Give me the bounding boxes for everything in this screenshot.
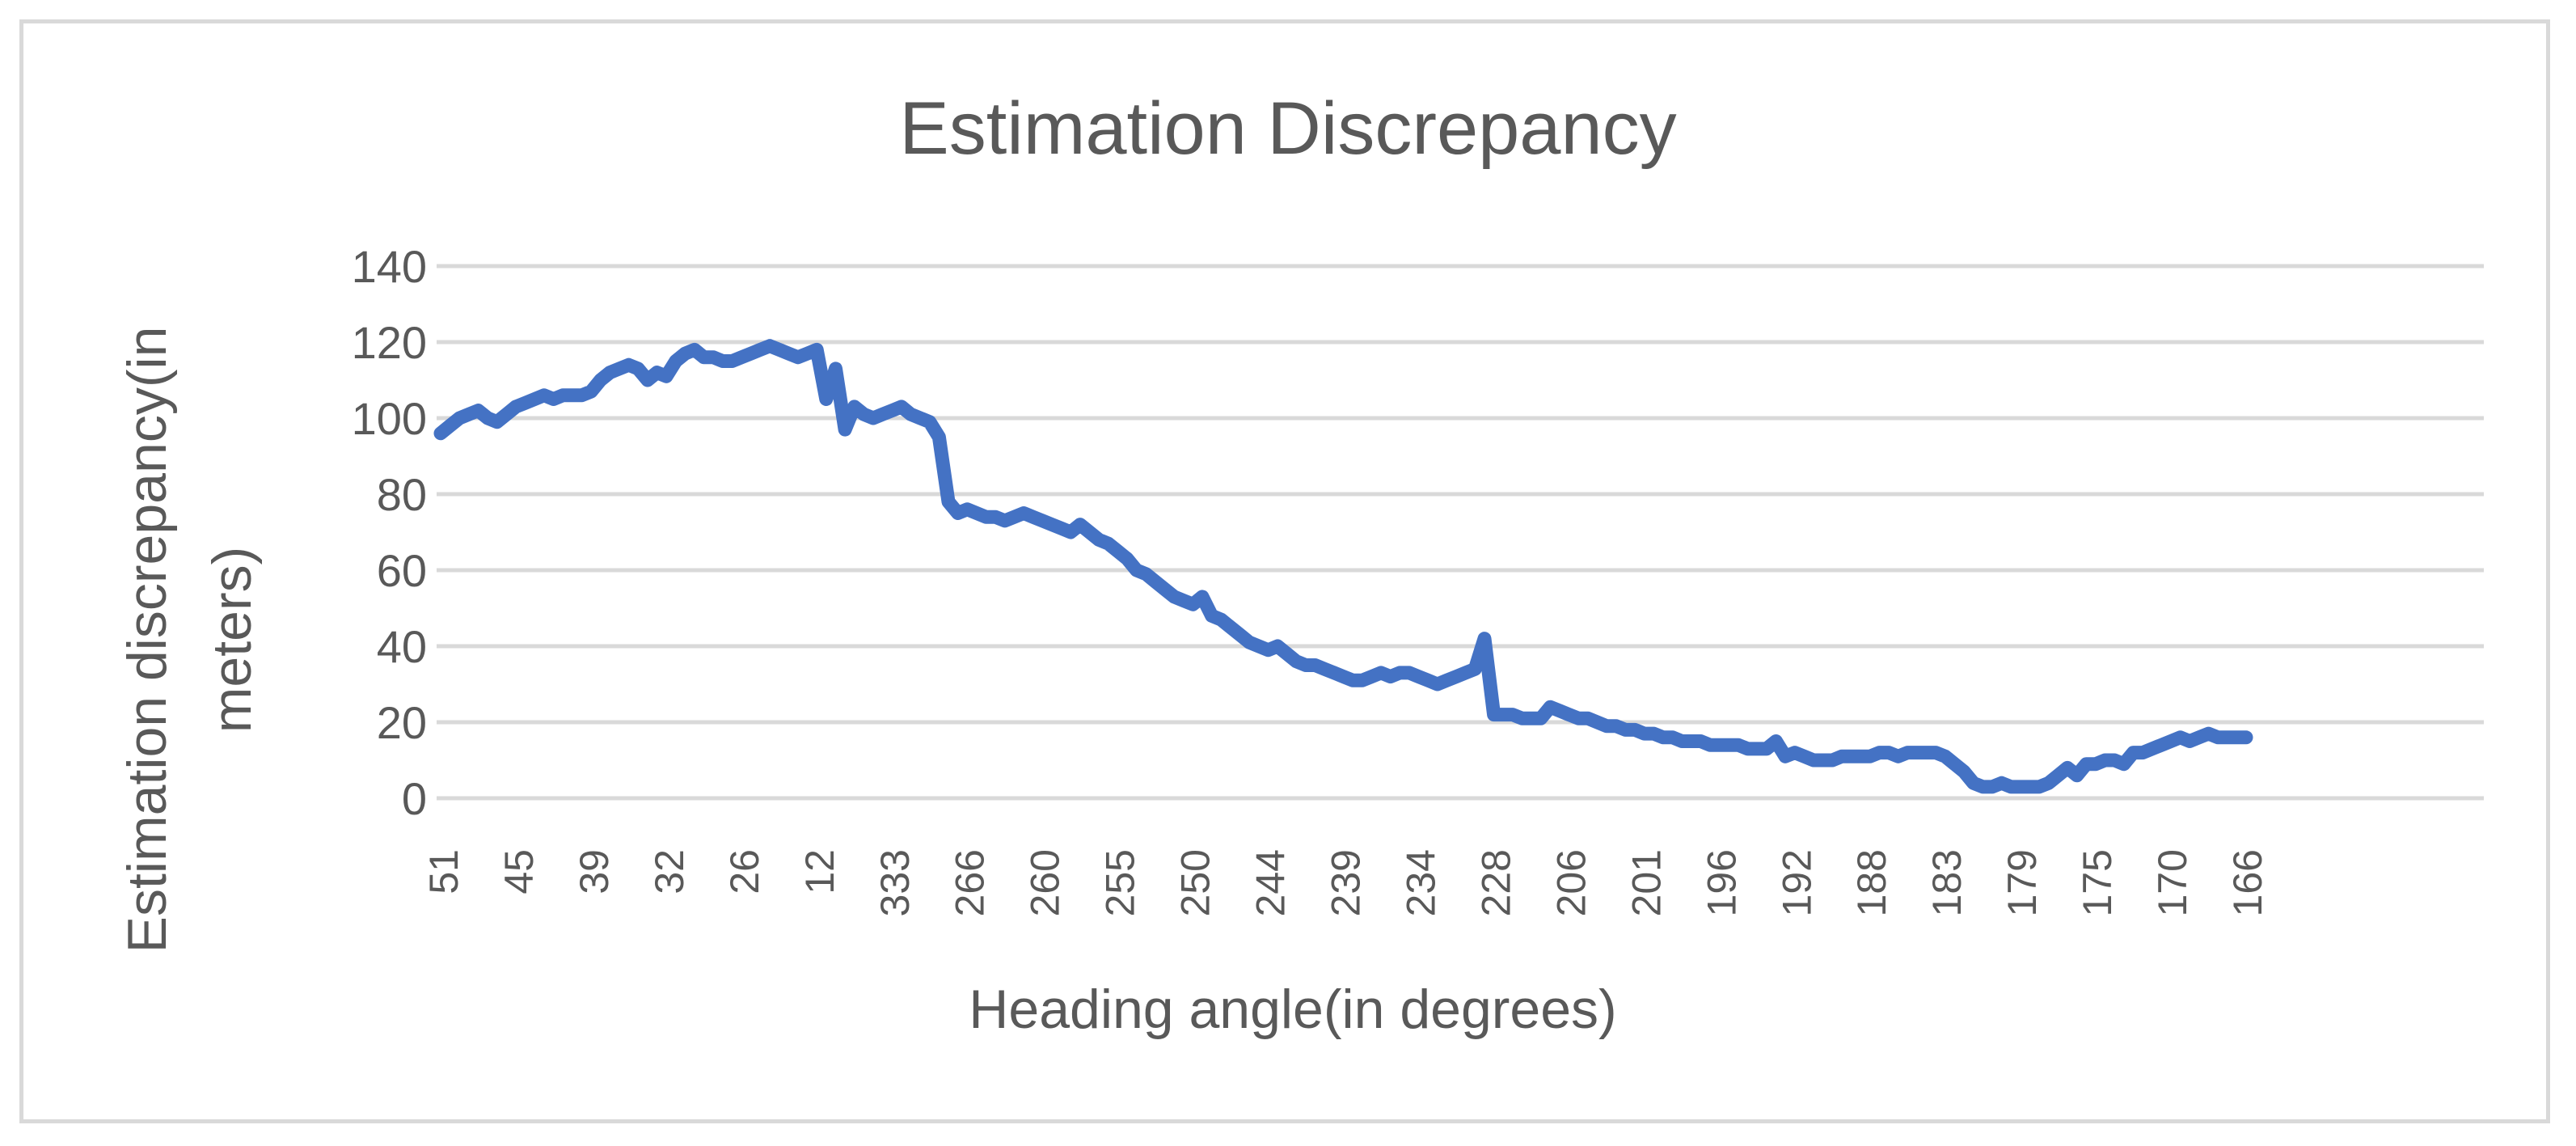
y-tick-label: 120	[352, 317, 427, 368]
x-tick-label: 175	[2075, 849, 2120, 916]
y-tick-label: 80	[377, 469, 427, 520]
x-tick-label: 239	[1324, 849, 1369, 916]
y-tick-label: 40	[377, 621, 427, 672]
x-tick-label: 183	[1924, 849, 1970, 916]
series-line	[433, 339, 2253, 794]
x-tick-label: 260	[1023, 849, 1068, 916]
x-tick-label: 234	[1398, 849, 1443, 916]
y-tick-label: 0	[402, 773, 427, 824]
y-tick-label: 60	[377, 545, 427, 596]
y-axis-ticks: 0 20 40 60 80 100 120 140	[352, 241, 427, 824]
x-tick-label: 26	[722, 849, 767, 894]
x-tick-label: 170	[2150, 849, 2195, 916]
y-tick-label: 100	[352, 393, 427, 444]
x-tick-label: 201	[1624, 849, 1669, 916]
x-tick-label: 266	[948, 849, 993, 916]
series-layer	[433, 339, 2253, 794]
x-tick-label: 192	[1774, 849, 1819, 916]
y-axis-title-line1: Estimation discrepancy(in	[116, 327, 178, 954]
x-tick-label: 51	[421, 849, 467, 894]
y-tick-label: 140	[352, 241, 427, 292]
y-axis-title-line2: meters)	[201, 547, 263, 733]
x-axis-title: Heading angle(in degrees)	[969, 979, 1616, 1040]
x-tick-label: 244	[1248, 849, 1294, 916]
x-tick-label: 228	[1473, 849, 1518, 916]
y-tick-label: 20	[377, 697, 427, 748]
x-tick-label: 12	[797, 849, 842, 894]
x-tick-label: 39	[572, 849, 617, 894]
chart-title: Estimation Discrepancy	[899, 87, 1676, 170]
x-axis-ticks: 51 45 39 32 26 12 333 266 260 255 250 244 239 234 228 2…	[421, 849, 2270, 916]
x-tick-label: 166	[2225, 849, 2270, 916]
gridlines	[437, 264, 2484, 801]
x-tick-label: 188	[1849, 849, 1894, 916]
x-tick-label: 255	[1098, 849, 1143, 916]
x-tick-label: 250	[1173, 849, 1218, 916]
x-tick-label: 32	[647, 849, 692, 894]
x-tick-label: 179	[2000, 849, 2045, 916]
x-tick-label: 45	[496, 849, 542, 894]
x-tick-label: 206	[1548, 849, 1594, 916]
x-tick-label: 333	[872, 849, 918, 916]
x-tick-label: 196	[1699, 849, 1744, 916]
